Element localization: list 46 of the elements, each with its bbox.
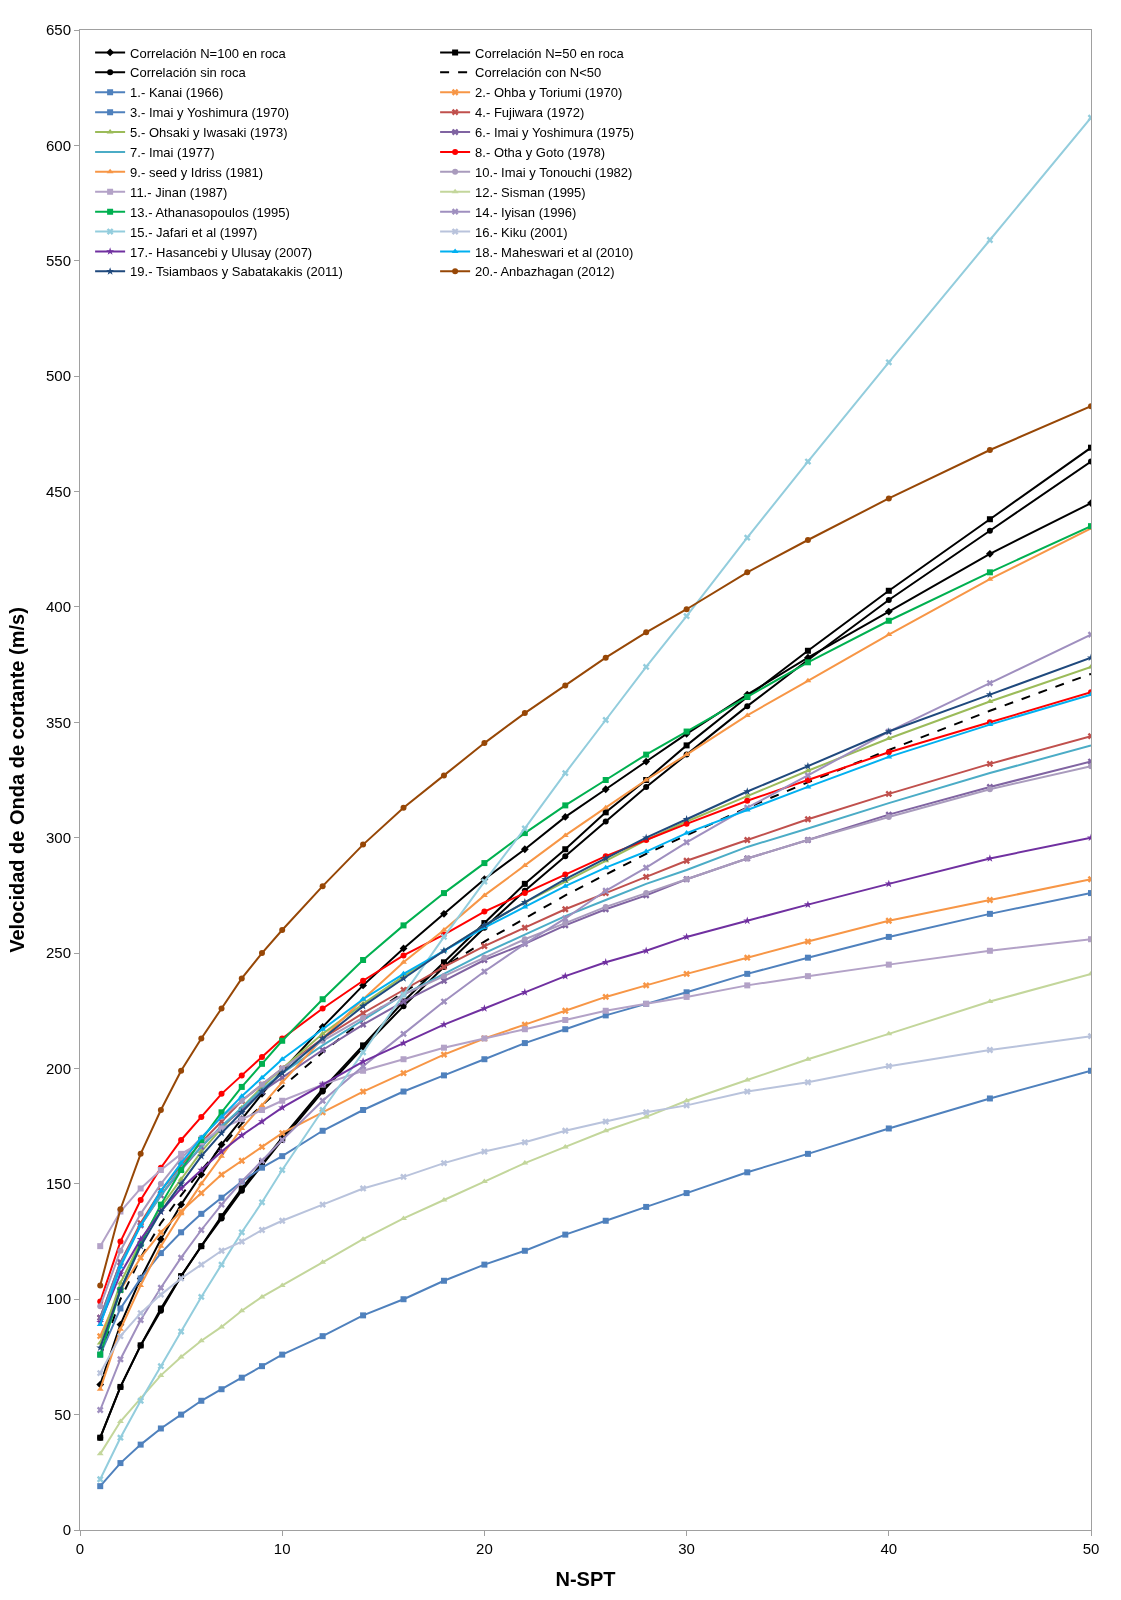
y-tick-label: 400 bbox=[45, 598, 71, 616]
y-tick-label: 450 bbox=[45, 482, 71, 500]
legend-label: 18.- Maheswari et al (2010) bbox=[475, 244, 634, 260]
y-tick-label: 150 bbox=[45, 1175, 71, 1193]
legend-label: 11.- Jinan (1987) bbox=[130, 184, 228, 200]
y-tick-label: 100 bbox=[45, 1290, 71, 1308]
y-tick-label: 600 bbox=[45, 136, 71, 154]
legend-label: 17.- Hasancebi y Ulusay (2007) bbox=[130, 244, 313, 260]
y-tick-label: 0 bbox=[62, 1521, 71, 1539]
x-axis-title: N-SPT bbox=[555, 1567, 616, 1590]
y-tick-label: 550 bbox=[45, 252, 71, 270]
y-tick-label: 650 bbox=[45, 21, 71, 39]
x-tick-label: 40 bbox=[880, 1540, 898, 1557]
x-tick-label: 0 bbox=[75, 1540, 85, 1557]
legend-label: 8.- Otha y Goto (1978) bbox=[475, 145, 606, 161]
y-tick-label: 500 bbox=[45, 367, 71, 385]
legend-label: Correlación N=100 en roca bbox=[130, 45, 287, 61]
legend-label: Correlación con N<50 bbox=[475, 65, 602, 81]
y-tick-label: 50 bbox=[54, 1405, 71, 1423]
x-tick-label: 20 bbox=[476, 1540, 493, 1557]
legend-label: 19.- Tsiambaos y Sabatakakis (2011) bbox=[130, 264, 343, 280]
legend-label: 12.- Sisman (1995) bbox=[475, 184, 586, 200]
y-tick-label: 250 bbox=[45, 944, 71, 962]
legend-label: 6.- Imai y Yoshimura (1975) bbox=[475, 125, 635, 141]
legend-label: 2.- Ohba y Toriumi (1970) bbox=[475, 85, 623, 101]
legend-label: 3.- Imai y Yoshimura (1970) bbox=[130, 105, 290, 121]
legend-label: 16.- Kiku (2001) bbox=[475, 224, 568, 240]
x-tick-label: 50 bbox=[1082, 1540, 1100, 1557]
legend-label: Correlación N=50 en roca bbox=[475, 45, 625, 61]
legend-label: 1.- Kanai (1966) bbox=[130, 85, 224, 101]
x-tick-label: 10 bbox=[273, 1540, 291, 1557]
legend-label: 7.- Imai (1977) bbox=[130, 145, 215, 161]
x-tick-label: 30 bbox=[678, 1540, 695, 1557]
legend-label: 15.- Jafari et al (1997) bbox=[130, 224, 258, 240]
legend-label: 9.- seed y Idriss (1981) bbox=[130, 164, 264, 180]
y-tick-label: 300 bbox=[45, 828, 71, 846]
legend-label: 13.- Athanasopoulos (1995) bbox=[130, 204, 290, 220]
legend-label: 4.- Fujiwara (1972) bbox=[475, 105, 585, 121]
y-tick-label: 200 bbox=[45, 1059, 71, 1077]
y-tick-label: 350 bbox=[45, 713, 71, 731]
legend-label: 10.- Imai y Tonouchi (1982) bbox=[475, 164, 633, 180]
legend-label: 14.- Iyisan (1996) bbox=[475, 204, 577, 220]
legend-label: 5.- Ohsaki y Iwasaki (1973) bbox=[130, 125, 288, 141]
legend-label: 20.- Anbazhagan (2012) bbox=[475, 264, 615, 280]
y-axis-title: Velocidad de Onda de cortante (m/s) bbox=[6, 607, 29, 953]
legend-label: Correlación sin roca bbox=[130, 65, 247, 81]
